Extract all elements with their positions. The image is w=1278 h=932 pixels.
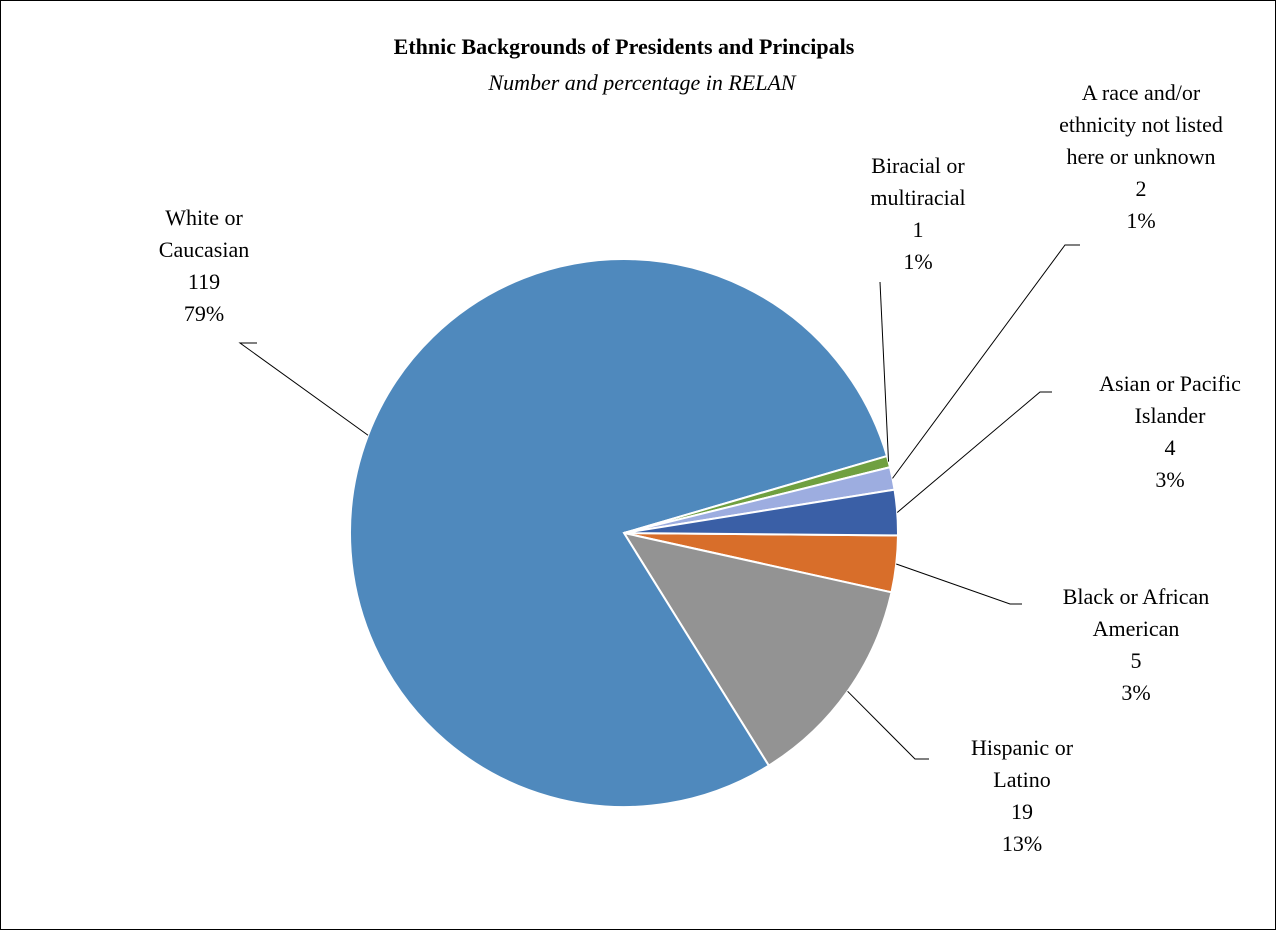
slice-percent: 3% xyxy=(1155,467,1184,492)
slice-name: Black or African xyxy=(1063,584,1210,609)
slice-name: Islander xyxy=(1135,403,1207,428)
slice-name: here or unknown xyxy=(1066,144,1215,169)
slice-percent: 1% xyxy=(1126,208,1155,233)
leader-line xyxy=(896,391,1052,513)
slice-name: Hispanic or xyxy=(971,735,1074,760)
leader-line xyxy=(847,690,929,760)
slice-percent: 13% xyxy=(1002,831,1042,856)
slice-name: Caucasian xyxy=(159,237,249,262)
slice-value: 19 xyxy=(1011,799,1033,824)
slice-label: Black or African American 5 3% xyxy=(1063,584,1210,705)
slice-name: White or xyxy=(165,205,243,230)
slice-value: 119 xyxy=(188,269,220,294)
slice-name: A race and/or xyxy=(1082,80,1201,105)
data-labels: White or Caucasian 119 79%Biracial or multir… xyxy=(159,80,1241,856)
leader-lines xyxy=(238,244,1080,760)
slice-name: multiracial xyxy=(870,185,965,210)
slice-percent: 3% xyxy=(1121,680,1150,705)
leader-line xyxy=(879,281,890,462)
chart-title: Ethnic Backgrounds of Presidents and Pri… xyxy=(394,34,855,59)
slice-label: White or Caucasian 119 79% xyxy=(159,205,249,326)
slice-value: 2 xyxy=(1136,176,1147,201)
slice-name: American xyxy=(1093,616,1180,641)
slice-label: Biracial or multiracial 1 1% xyxy=(870,153,965,274)
pie-slices xyxy=(349,258,899,808)
slice-label: Asian or Pacific Islander 4 3% xyxy=(1099,371,1241,492)
slice-name: ethnicity not listed xyxy=(1059,112,1223,137)
pie-slice xyxy=(621,531,893,767)
slice-value: 5 xyxy=(1131,648,1142,673)
slice-label: Hispanic or Latino 19 13% xyxy=(971,735,1074,856)
leader-line xyxy=(238,342,369,436)
chart-subtitle: Number and percentage in RELAN xyxy=(487,70,796,95)
leader-line xyxy=(892,244,1080,479)
slice-name: Biracial or xyxy=(871,153,965,178)
slice-percent: 79% xyxy=(184,301,224,326)
slice-value: 1 xyxy=(913,217,924,242)
slice-value: 4 xyxy=(1165,435,1176,460)
leader-line xyxy=(896,563,1022,605)
pie-slice xyxy=(623,488,899,537)
slice-name: Latino xyxy=(993,767,1050,792)
slice-label: A race and/or ethnicity not listed here or… xyxy=(1059,80,1223,233)
slice-name: Asian or Pacific xyxy=(1099,371,1241,396)
slice-percent: 1% xyxy=(903,249,932,274)
